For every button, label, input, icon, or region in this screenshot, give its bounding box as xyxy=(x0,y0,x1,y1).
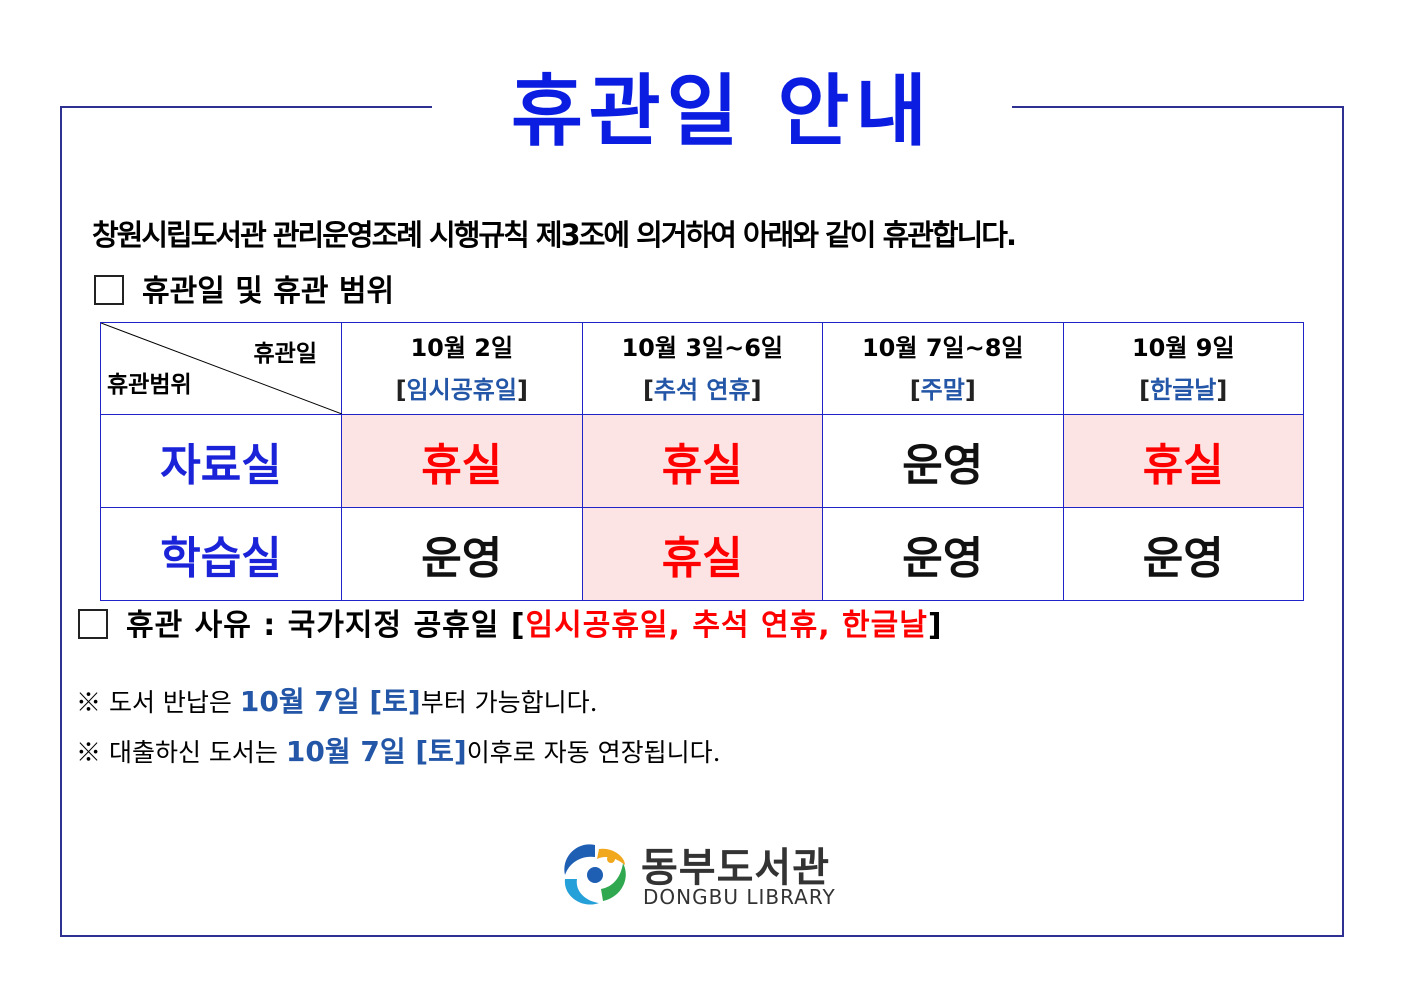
status-cell: 운영 xyxy=(822,507,1064,601)
status-cell: 운영 xyxy=(822,414,1064,508)
note-text: 도서 반납은 xyxy=(108,688,232,717)
status-cell: 휴실 xyxy=(581,414,823,508)
column-label: 임시공휴일 xyxy=(406,375,517,404)
row-label: 자료실 xyxy=(100,414,342,508)
note-date: 10월 7일 [토] xyxy=(239,685,421,718)
checkbox-square-icon xyxy=(94,274,124,305)
library-logo: 동부도서관 DONGBU LIBRARY xyxy=(555,835,855,915)
notice-note: ※ 도서 반납은 10월 7일 [토]부터 가능합니다. xyxy=(76,680,598,720)
row-label: 학습실 xyxy=(100,507,342,601)
logo-emblem-icon xyxy=(564,844,626,905)
note-date: 10월 7일 [토] xyxy=(285,735,467,768)
corner-top-label: 휴관일 xyxy=(253,341,317,367)
table-row: 학습실 운영 휴실 운영 운영 xyxy=(100,507,1304,601)
corner-cell: 휴관일 휴관범위 xyxy=(100,322,342,415)
section-heading-text: 휴관일 및 휴관 범위 xyxy=(142,274,395,309)
column-label: 추석 연휴 xyxy=(653,375,751,404)
table-header-row: 휴관일 휴관범위 10월 2일 [임시공휴일] 10월 3일~6일 [추석 연휴] … xyxy=(100,322,1304,415)
logo-korean-name: 동부도서관 xyxy=(641,845,830,891)
checkbox-square-icon xyxy=(78,608,108,639)
column-header: 10월 7일~8일 [주말] xyxy=(822,322,1064,415)
reference-mark-icon: ※ xyxy=(76,738,102,767)
column-header: 10월 2일 [임시공휴일] xyxy=(341,322,583,415)
diagonal-line xyxy=(101,323,342,414)
note-text: 이후로 자동 연장됩니다. xyxy=(466,738,721,767)
page-title: 휴관일 안내 xyxy=(432,62,1012,162)
column-header: 10월 3일~6일 [추석 연휴] xyxy=(581,322,823,415)
reason-suffix: ] xyxy=(927,608,943,643)
corner-bottom-label: 휴관범위 xyxy=(107,372,192,398)
status-cell: 운영 xyxy=(341,507,583,601)
note-text: 대출하신 도서는 xyxy=(108,738,278,767)
section-heading-reason: 휴관 사유 : 국가지정 공휴일 [임시공휴일, 추석 연휴, 한글날] xyxy=(78,600,943,644)
column-date: 10월 2일 xyxy=(410,333,514,362)
section-heading-scope: 휴관일 및 휴관 범위 xyxy=(94,266,394,310)
reference-mark-icon: ※ xyxy=(76,688,102,717)
reason-prefix: 휴관 사유 : 국가지정 공휴일 [ xyxy=(126,608,526,643)
intro-text: 창원시립도서관 관리운영조례 시행규칙 제3조에 의거하여 아래와 같이 휴관합… xyxy=(92,218,1017,252)
column-date: 10월 7일~8일 xyxy=(861,333,1024,362)
column-label: 한글날 xyxy=(1150,375,1217,404)
closure-table: 휴관일 휴관범위 10월 2일 [임시공휴일] 10월 3일~6일 [추석 연휴] … xyxy=(100,322,1304,601)
column-date: 10월 3일~6일 xyxy=(621,333,783,362)
notice-note: ※ 대출하신 도서는 10월 7일 [토]이후로 자동 연장됩니다. xyxy=(76,730,721,770)
column-header: 10월 9일 [한글날] xyxy=(1062,322,1304,415)
column-date: 10월 9일 xyxy=(1131,333,1235,362)
note-text: 부터 가능합니다. xyxy=(420,688,598,717)
table-row: 자료실 휴실 휴실 운영 휴실 xyxy=(100,414,1304,508)
logo-english-name: DONGBU LIBRARY xyxy=(643,885,836,909)
reason-list: 임시공휴일, 추석 연휴, 한글날 xyxy=(525,608,928,643)
status-cell: 운영 xyxy=(1062,507,1304,601)
status-cell: 휴실 xyxy=(581,507,823,601)
status-cell: 휴실 xyxy=(341,414,583,508)
status-cell: 휴실 xyxy=(1062,414,1304,508)
column-label: 주말 xyxy=(920,375,965,404)
